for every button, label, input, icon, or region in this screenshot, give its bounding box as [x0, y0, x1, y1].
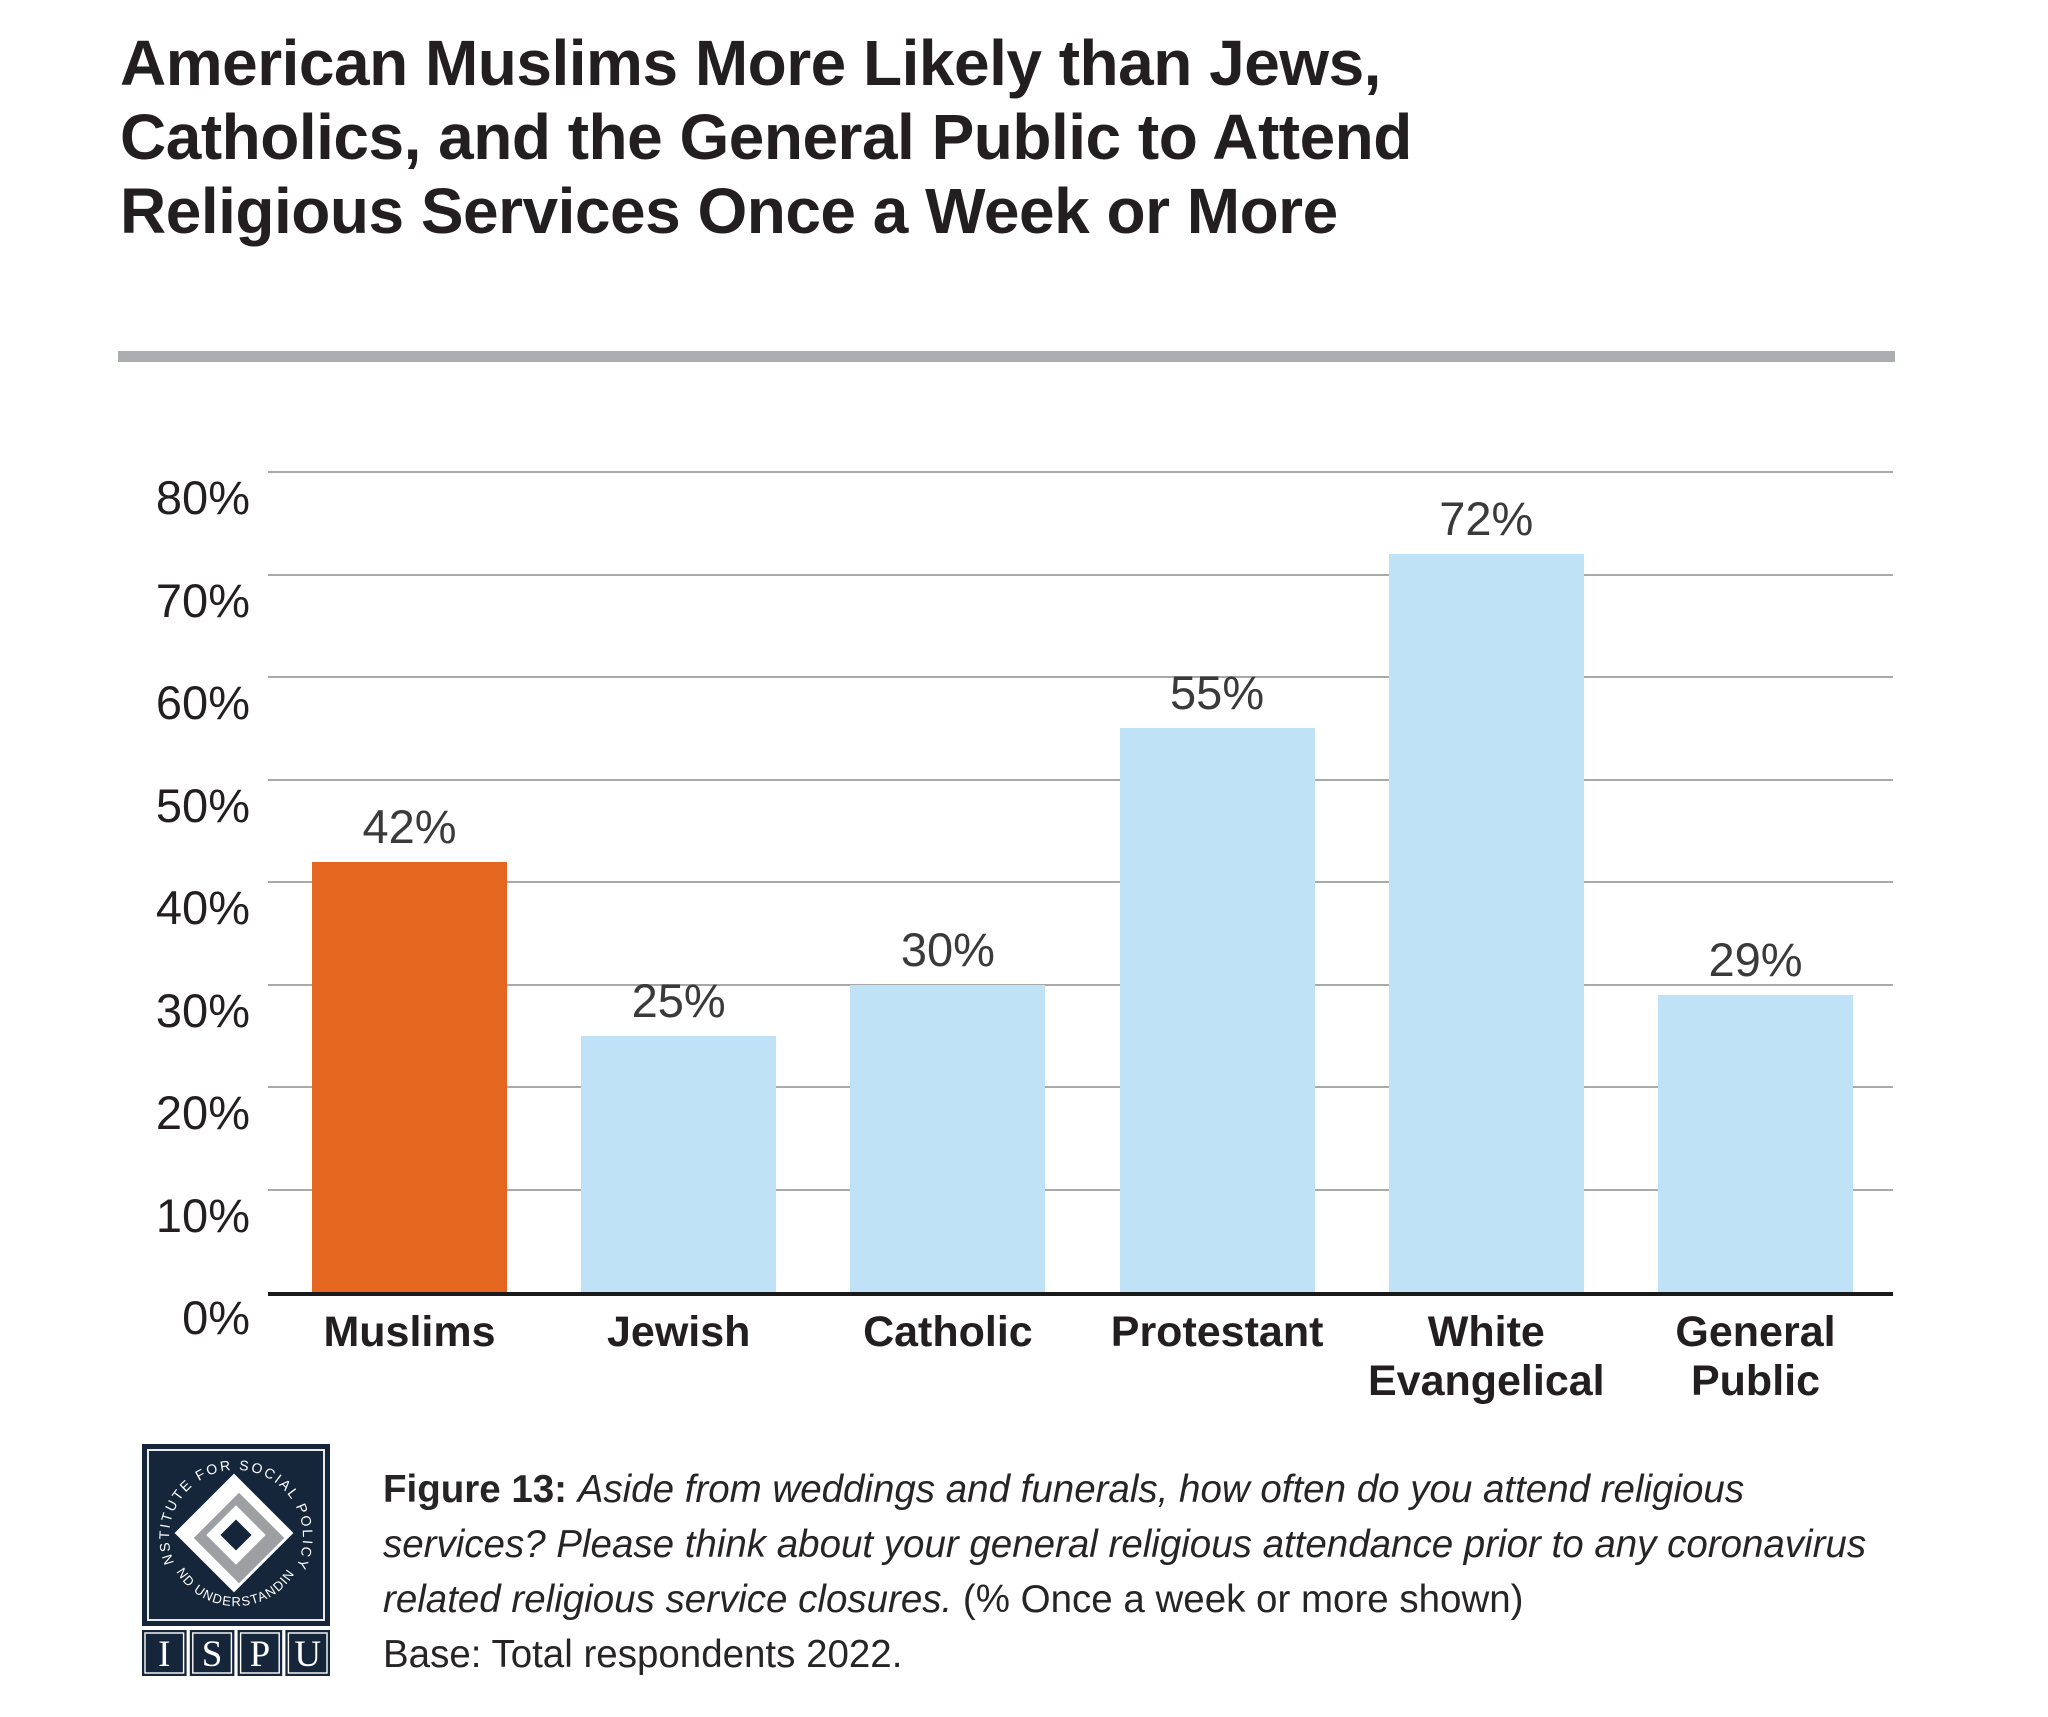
gridline-20% [268, 1086, 1893, 1088]
title-divider [118, 351, 1895, 362]
bar-value-label-protestant: 55% [1170, 666, 1265, 720]
y-tick-label-0%: 0% [182, 1291, 250, 1344]
bar-catholic [850, 984, 1046, 1292]
x-category-label-muslims: Muslims [323, 1308, 496, 1356]
x-category-label-protestant: Protestant [1110, 1308, 1324, 1356]
y-tick-label-10%: 10% [155, 1188, 250, 1242]
bar-white [1388, 554, 1584, 1292]
y-tick-label-50%: 50% [155, 778, 250, 832]
y-tick-label-60%: 60% [155, 676, 250, 729]
logo-square-inner-border [147, 1449, 325, 1621]
bar-value-label-white: 72% [1439, 492, 1534, 545]
logo-acronym: I S P U [142, 1630, 330, 1676]
logo-letter-u: U [294, 1634, 321, 1675]
gridline-10% [268, 1188, 1893, 1191]
plot-area: 42% Muslims 25% Jewish 30% Catholic 55% Protest… [268, 471, 1893, 1405]
bar-value-label-catholic: 30% [900, 922, 995, 976]
page-title: American Muslims More Likely than Jews, … [120, 27, 1412, 247]
bar-protestant [1119, 728, 1315, 1292]
bar-value-label-muslims: 42% [362, 799, 457, 853]
bar-value-label-general: 29% [1708, 932, 1803, 986]
x-category-label-catholic: Catholic [863, 1308, 1033, 1356]
bar-muslims [312, 861, 507, 1292]
y-tick-label-30%: 30% [155, 983, 250, 1037]
logo-letter-i: I [158, 1634, 170, 1675]
gridline-60% [268, 676, 1893, 678]
bar-jewish [581, 1035, 777, 1292]
figure-number-label: Figure 13: [383, 1468, 567, 1511]
y-tick-label-80%: 80% [155, 471, 250, 524]
base-note: Base: Total respondents 2022. [383, 1633, 903, 1676]
bar-general [1658, 994, 1853, 1292]
y-tick-label-20%: 20% [155, 1086, 250, 1139]
y-tick-label-70%: 70% [155, 573, 250, 627]
x-category-label-white: White Evangelical [1367, 1308, 1605, 1405]
logo-letter-p: P [250, 1634, 271, 1675]
survey-question-text: Aside from weddings and funerals, how of… [383, 1468, 1867, 1621]
gridline-50% [268, 778, 1893, 781]
ispu-logo: INSTITUTE FOR SOCIAL POLICY AND UNDERSTA… [142, 1444, 330, 1676]
bar-value-label-jewish: 25% [631, 973, 726, 1027]
x-category-label-jewish: Jewish [606, 1308, 751, 1356]
figure-caption: Figure 13: Aside from weddings and funer… [383, 1462, 1873, 1682]
y-axis-labels: 80% 70% 60% 50% 40% 30% 20% 10% 0% [0, 471, 250, 1344]
gridline-70% [268, 573, 1893, 576]
shown-note: (% Once a week or more shown) [962, 1578, 1524, 1621]
y-tick-label-40%: 40% [155, 881, 250, 934]
x-category-label-general: General Public [1675, 1308, 1836, 1405]
gridline-40% [268, 881, 1893, 883]
logo-letter-s: S [202, 1634, 223, 1675]
gridline-30% [268, 983, 1893, 986]
gridline-80% [268, 471, 1893, 473]
